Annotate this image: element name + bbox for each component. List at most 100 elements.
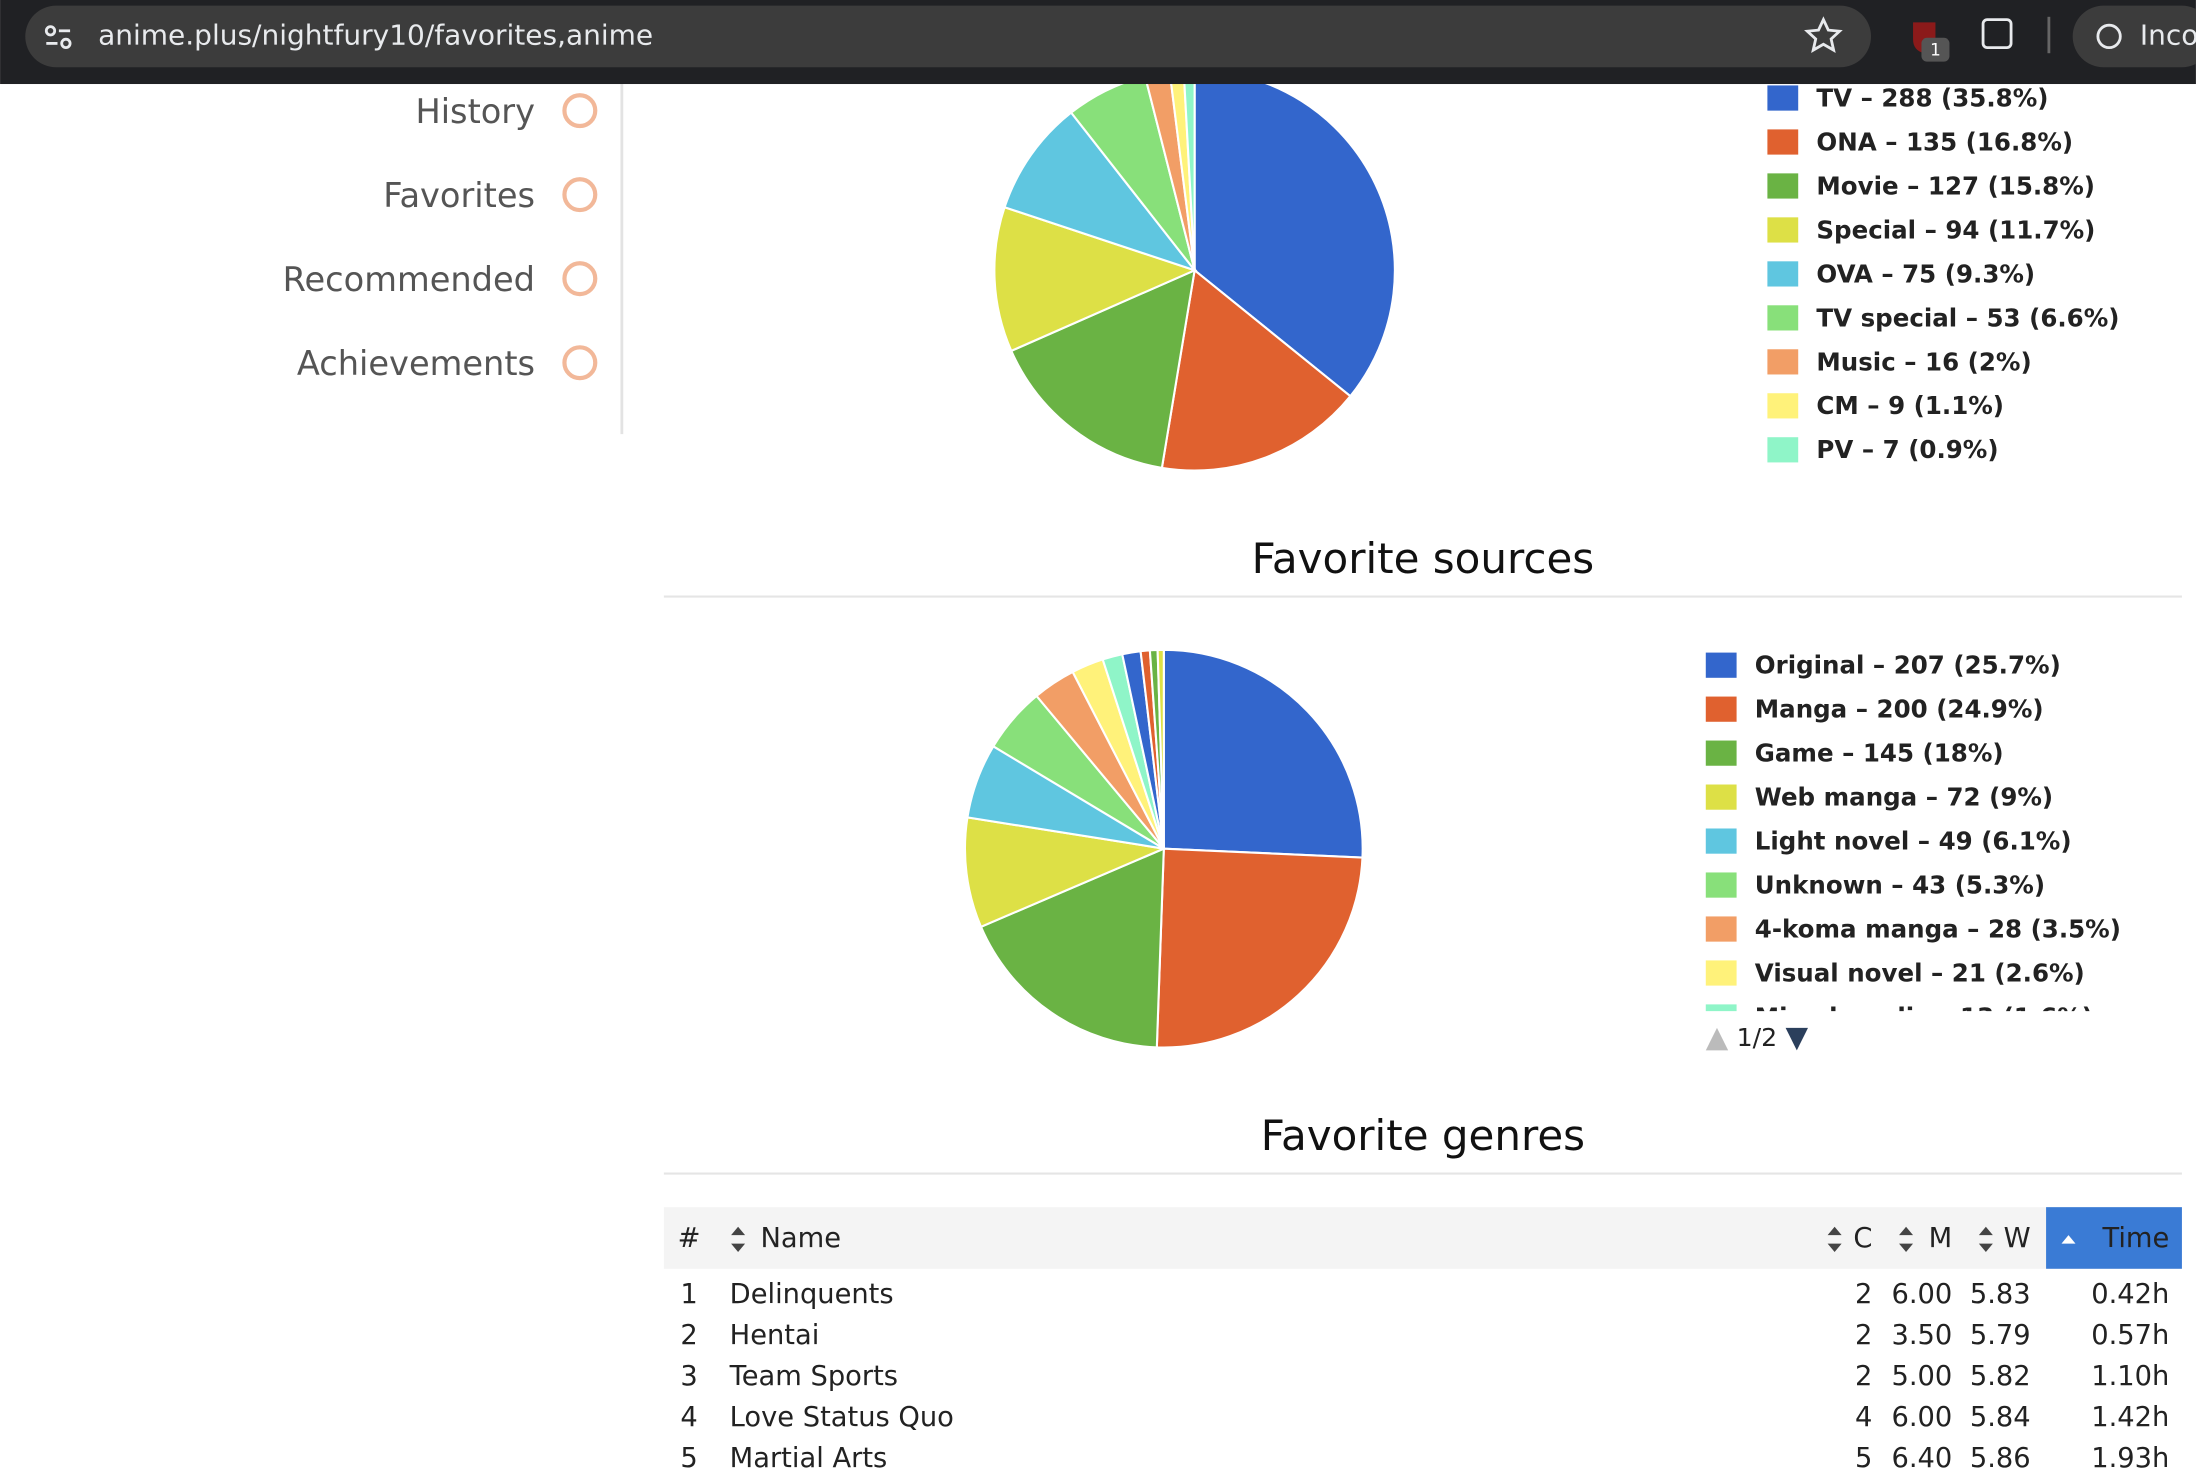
table-cell: 6.00 bbox=[1891, 1402, 1952, 1433]
url[interactable]: anime.plus/nightfury10/favorites,anime bbox=[98, 18, 653, 51]
sidebar-icon bbox=[562, 93, 598, 129]
table-cell: 6.00 bbox=[1891, 1279, 1952, 1310]
table-cell: 0.57h bbox=[2091, 1320, 2169, 1351]
table-cell: 5.84 bbox=[1970, 1402, 2031, 1433]
section-title: Favorite genres bbox=[1261, 1111, 1585, 1160]
table-cell: 5 bbox=[680, 1443, 697, 1474]
chart-title: Favorite sources bbox=[1252, 534, 1595, 583]
table-cell: 5 bbox=[1855, 1443, 1872, 1474]
table-cell: 3.50 bbox=[1891, 1320, 1952, 1351]
legend-label: Manga – 200 (24.9%) bbox=[1755, 695, 2044, 724]
sidebar-link[interactable]: Achievements bbox=[297, 344, 535, 383]
table-cell: 3 bbox=[680, 1361, 697, 1392]
badge: 1 bbox=[1930, 39, 1941, 59]
sidebar-icon bbox=[562, 261, 598, 297]
legend-label: Mixed media – 13 (1.6%) bbox=[1755, 1002, 2093, 1031]
column-header[interactable]: # bbox=[678, 1223, 701, 1254]
legend-label: Light novel – 49 (6.1%) bbox=[1755, 826, 2072, 855]
column-header[interactable]: C bbox=[1853, 1223, 1872, 1254]
legend-swatch bbox=[1767, 85, 1799, 111]
table-cell: 5.86 bbox=[1970, 1443, 2031, 1474]
sort-icon bbox=[1978, 1226, 1993, 1252]
legend-label: Web manga – 72 (9%) bbox=[1755, 783, 2053, 812]
pager-down[interactable] bbox=[1785, 1027, 1809, 1051]
pie-slice bbox=[963, 816, 1168, 929]
bookmark-star[interactable] bbox=[1804, 16, 1843, 53]
legend-label: Special – 94 (11.7%) bbox=[1816, 215, 2095, 244]
sidebar-link[interactable]: Favorites bbox=[383, 176, 535, 215]
site-info-icon[interactable] bbox=[44, 25, 72, 50]
legend-swatch bbox=[1767, 217, 1799, 243]
genre-link[interactable]: Love Status Quo bbox=[730, 1402, 954, 1433]
genre-link[interactable]: Hentai bbox=[730, 1320, 820, 1351]
legend-label: Music – 16 (2%) bbox=[1816, 347, 2031, 376]
legend-swatch bbox=[1705, 916, 1737, 942]
pie-slice bbox=[993, 205, 1198, 353]
legend-swatch bbox=[1705, 828, 1737, 854]
legend-label: Unknown – 43 (5.3%) bbox=[1755, 870, 2045, 899]
legend-swatch bbox=[1705, 1004, 1737, 1012]
pie-slice bbox=[1155, 847, 1364, 1049]
table-cell: 4 bbox=[1855, 1402, 1872, 1433]
pie-slice bbox=[979, 847, 1165, 1049]
legend-swatch bbox=[1767, 173, 1799, 199]
column-header[interactable]: Name bbox=[760, 1223, 841, 1254]
profile-label[interactable]: Inco bbox=[2140, 18, 2196, 51]
legend-swatch bbox=[1705, 784, 1737, 810]
legend-label: TV special – 53 (6.6%) bbox=[1816, 303, 2119, 332]
legend-label: 4-koma manga – 28 (3.5%) bbox=[1755, 914, 2121, 943]
column-header[interactable]: W bbox=[2004, 1223, 2031, 1254]
profile-chip[interactable] bbox=[2072, 5, 2196, 68]
incognito-icon bbox=[2096, 23, 2122, 50]
legend-swatch bbox=[1705, 740, 1737, 766]
table-cell: 2 bbox=[680, 1320, 697, 1351]
table-cell: 0.42h bbox=[2091, 1279, 2169, 1310]
legend-label: Original – 207 (25.7%) bbox=[1755, 651, 2061, 680]
table-cell: 1.10h bbox=[2091, 1361, 2169, 1392]
genre-link[interactable]: Delinquents bbox=[730, 1279, 894, 1310]
legend-swatch bbox=[1767, 393, 1799, 419]
genre-link[interactable]: Team Sports bbox=[729, 1361, 898, 1392]
table-cell: 5.79 bbox=[1970, 1320, 2031, 1351]
column-header[interactable]: Time bbox=[2102, 1223, 2170, 1254]
pager-label: 1/2 bbox=[1737, 1023, 1778, 1052]
omnibox[interactable] bbox=[25, 5, 1872, 68]
legend-swatch bbox=[1705, 652, 1737, 678]
table-cell: 1.42h bbox=[2091, 1402, 2169, 1433]
legend-label: TV – 288 (35.8%) bbox=[1816, 83, 2048, 112]
sidebar-link[interactable]: History bbox=[415, 92, 535, 131]
legend-swatch bbox=[1705, 872, 1737, 898]
table-cell: 4 bbox=[680, 1402, 697, 1433]
legend: Original – 207 (25.7%) Manga – 200 (24.9%… bbox=[1705, 651, 2121, 1031]
table-cell: 2 bbox=[1855, 1320, 1872, 1351]
table-cell: 2 bbox=[1855, 1279, 1872, 1310]
legend: TV – 288 (35.8%) ONA – 135 (16.8%) Movie –… bbox=[1767, 83, 2119, 464]
sidebar-link[interactable]: Recommended bbox=[283, 260, 535, 299]
badge-bg bbox=[1921, 37, 1950, 62]
legend-swatch bbox=[1705, 696, 1737, 722]
pager-up[interactable] bbox=[1705, 1027, 1729, 1051]
legend-label: PV – 7 (0.9%) bbox=[1816, 435, 1998, 464]
legend-label: ONA – 135 (16.8%) bbox=[1816, 127, 2073, 156]
table-cell: 5.00 bbox=[1891, 1361, 1952, 1392]
sort-icon bbox=[731, 1226, 746, 1252]
column-header[interactable]: M bbox=[1929, 1223, 1953, 1254]
table-cell: 5.83 bbox=[1970, 1279, 2031, 1310]
pie-slice bbox=[1156, 648, 1165, 849]
table-cell: 1.93h bbox=[2091, 1443, 2169, 1474]
legend-label: Game – 145 (18%) bbox=[1755, 739, 2004, 768]
legend-swatch bbox=[1705, 960, 1737, 986]
sort-icon-active bbox=[2061, 1235, 2076, 1244]
sidebar-icon bbox=[562, 177, 598, 213]
pie-slice bbox=[1162, 648, 1364, 859]
genre-link[interactable]: Martial Arts bbox=[730, 1443, 888, 1474]
table-cell: 1 bbox=[680, 1279, 697, 1310]
pie-slice bbox=[1009, 268, 1196, 470]
sort-icon bbox=[1827, 1226, 1842, 1252]
sidebar-icon bbox=[562, 345, 598, 381]
legend-label: Movie – 127 (15.8%) bbox=[1816, 171, 2095, 200]
legend-label: Visual novel – 21 (2.6%) bbox=[1755, 958, 2085, 987]
table-header bbox=[663, 1207, 2182, 1269]
extensions-icon[interactable] bbox=[1981, 18, 2013, 50]
